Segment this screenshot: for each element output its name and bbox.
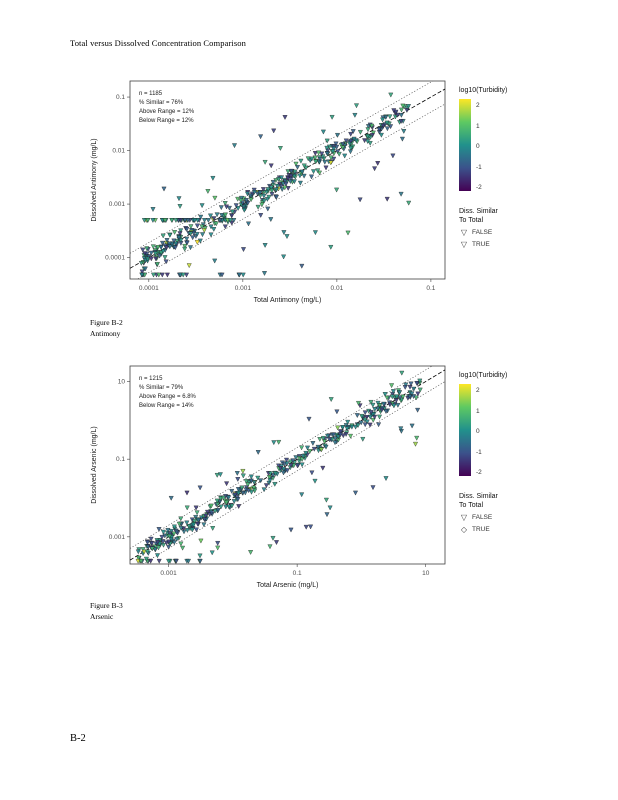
colorbar-tick-label: 2	[476, 387, 480, 395]
colorbar-tick-label: 0	[476, 428, 480, 436]
x-axis-title: Total Arsenic (mg/L)	[257, 582, 319, 589]
figure-antimony: 0.0001 0.001 0.01 0.1 0.0001 0.001 0.01 0.1 Tota…	[85, 75, 507, 315]
colorbar-title: log10(Turbidity)	[459, 372, 508, 379]
stats-annotation-line: n = 1185	[139, 91, 163, 97]
y-tick-label: 0.01	[112, 148, 125, 155]
triangle-down-icon: ▽	[460, 228, 468, 238]
y-tick-label: 0.001	[109, 534, 126, 541]
arsenic-scatter-chart: 0.001 0.1 10 0.001 0.1 10 Total Arsenic (mg/L)…	[91, 365, 446, 589]
arsenic-chart-legend: log10(Turbidity) 2 1 0 -1 -2 Diss. Similar To T…	[459, 372, 507, 534]
x-tick-label: 0.0001	[139, 285, 159, 292]
colorbar-gradient	[459, 384, 471, 477]
shape-legend-entry: ▽ FALSE	[459, 228, 507, 237]
shape-legend-title: Diss. Similar To Total	[459, 208, 498, 224]
diamond-icon: ◇	[460, 525, 468, 535]
colorbar-tick-label: 2	[476, 102, 480, 110]
figure-b3-caption-label: Figure B-3	[90, 601, 123, 610]
colorbar-tick-label: -2	[476, 184, 482, 192]
stats-annotation-line: n = 1215	[139, 376, 163, 382]
colorbar-tick-label: -1	[476, 448, 482, 456]
page-heading: Total versus Dissolved Concentration Com…	[70, 38, 246, 48]
shape-legend-label: TRUE	[472, 526, 490, 534]
colorbar: 2 1 0 -1 -2	[459, 384, 501, 480]
shape-legend-title: Diss. Similar To Total	[459, 493, 498, 509]
y-axis-title: Dissolved Antimony (mg/L)	[91, 138, 98, 221]
colorbar-tick-label: 1	[476, 407, 480, 415]
stats-annotation-line: Above Range = 12%	[139, 109, 195, 115]
figure-b2-caption: Figure B-2 Antimony	[90, 318, 123, 339]
stats-annotation-line: % Similar = 76%	[139, 100, 184, 106]
shape-legend-entry: ▽ FALSE	[459, 513, 507, 522]
colorbar-gradient	[459, 99, 471, 192]
shape-legend-label: TRUE	[472, 241, 490, 249]
x-tick-label: 0.1	[426, 285, 435, 292]
colorbar-tick-label: 1	[476, 122, 480, 130]
shape-legend-entry: ◇ TRUE	[459, 525, 507, 534]
shape-legend-label: FALSE	[472, 514, 493, 522]
figure-b3-caption: Figure B-3 Arsenic	[90, 601, 123, 622]
x-tick-label: 10	[422, 570, 430, 577]
y-tick-label: 10	[118, 379, 126, 386]
colorbar-tick-label: 0	[476, 143, 480, 151]
colorbar: 2 1 0 -1 -2	[459, 99, 501, 195]
antimony-scatter-chart: 0.0001 0.001 0.01 0.1 0.0001 0.001 0.01 0.1 Tota…	[91, 80, 446, 304]
figure-b3-caption-title: Arsenic	[90, 611, 114, 621]
triangle-down-icon: ▽	[460, 513, 468, 523]
figure-b2-caption-title: Antimony	[90, 328, 121, 338]
y-tick-label: 0.001	[109, 201, 126, 208]
triangle-down-icon: ▽	[460, 240, 468, 250]
colorbar-tick-label: -2	[476, 469, 482, 477]
y-axis-title: Dissolved Arsenic (mg/L)	[91, 426, 98, 503]
plot-content	[130, 366, 445, 564]
x-tick-label: 0.001	[160, 570, 177, 577]
shape-legend-entry: ▽ TRUE	[459, 240, 507, 249]
page-number: B-2	[70, 733, 86, 744]
figure-b2-caption-label: Figure B-2	[90, 318, 123, 327]
stats-annotation-line: Above Range = 6.8%	[139, 394, 197, 400]
y-tick-label: 0.1	[116, 456, 125, 463]
figure-arsenic: 0.001 0.1 10 0.001 0.1 10 Total Arsenic (mg/L)…	[85, 360, 507, 600]
stats-annotation-line: Below Range = 12%	[139, 118, 194, 124]
colorbar-title: log10(Turbidity)	[459, 87, 508, 94]
stats-annotation-line: % Similar = 79%	[139, 385, 184, 391]
antimony-chart-legend: log10(Turbidity) 2 1 0 -1 -2 Diss. Similar To T…	[459, 87, 507, 249]
y-tick-label: 0.1	[116, 94, 125, 101]
x-axis-title: Total Antimony (mg/L)	[254, 297, 322, 304]
x-tick-label: 0.01	[331, 285, 344, 292]
plot-content	[130, 81, 445, 279]
colorbar-tick-label: -1	[476, 163, 482, 171]
stats-annotation-line: Below Range = 14%	[139, 403, 194, 409]
x-tick-label: 0.1	[293, 570, 302, 577]
shape-legend-label: FALSE	[472, 229, 493, 237]
y-tick-label: 0.0001	[105, 255, 125, 262]
x-tick-label: 0.001	[235, 285, 252, 292]
